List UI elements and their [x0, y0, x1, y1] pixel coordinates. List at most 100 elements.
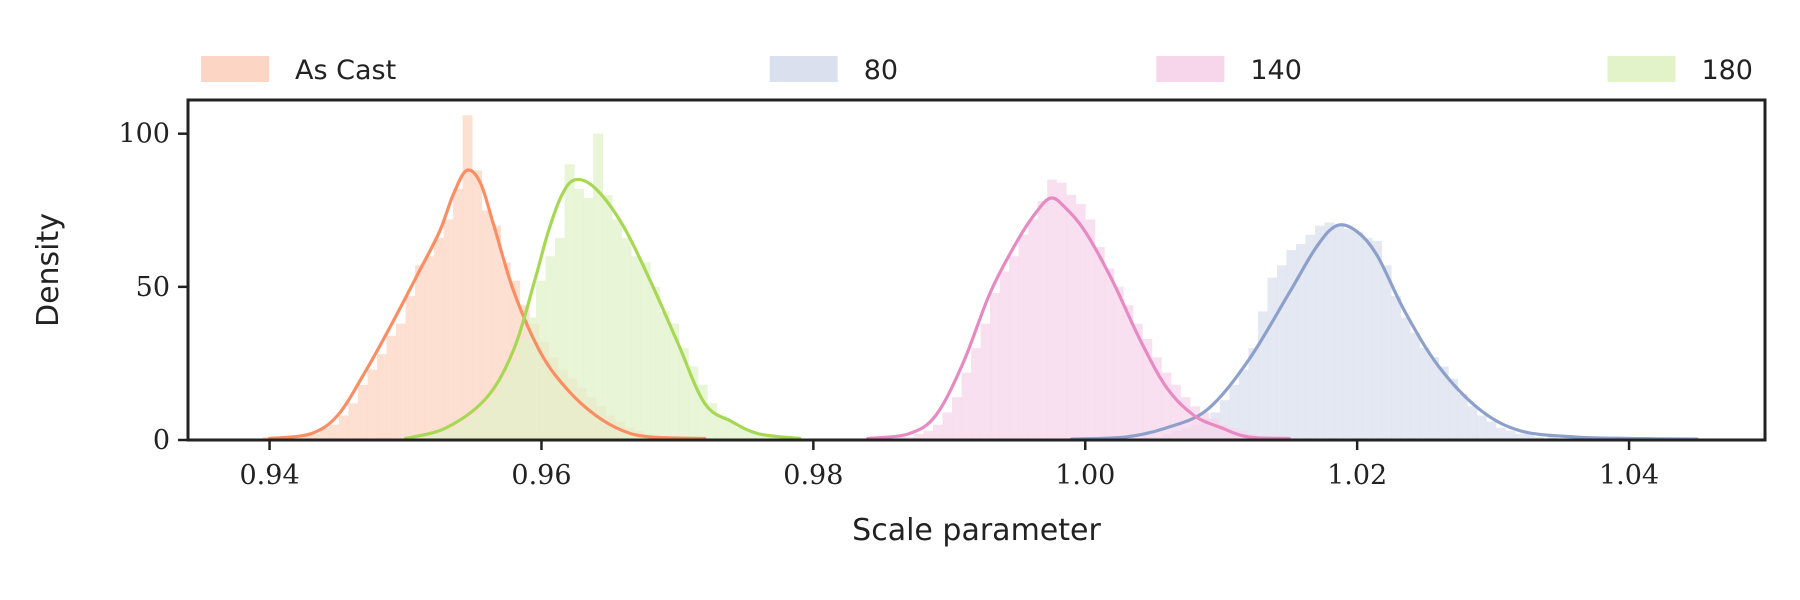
hist-bar	[933, 424, 943, 440]
hist-bar	[536, 280, 546, 440]
hist-bar	[459, 421, 470, 440]
hist-bar	[497, 378, 508, 440]
hist-bar	[412, 436, 423, 440]
hist-bar	[990, 292, 1001, 440]
hist-bar	[367, 369, 378, 440]
legend-label: 140	[1250, 55, 1302, 86]
hist-bar	[1315, 225, 1325, 440]
hist-bar	[469, 415, 480, 440]
hist-bar	[1476, 415, 1487, 440]
legend-item: 140	[1156, 55, 1302, 86]
hist-bar	[1248, 348, 1259, 440]
hist-bar	[405, 296, 416, 440]
hist-bar	[431, 433, 442, 440]
legend-swatch	[1607, 56, 1676, 82]
x-tick-label: 1.00	[1055, 460, 1115, 491]
hist-bar	[424, 256, 435, 440]
legend-item: 180	[1607, 55, 1753, 86]
hist-bar	[1208, 418, 1219, 440]
kde-line-2	[866, 196, 1291, 441]
x-tick-label: 0.98	[783, 460, 843, 491]
hist-bar	[913, 433, 924, 440]
hist-bar	[450, 427, 461, 440]
hist-bar	[1524, 433, 1535, 440]
hist-bar	[1547, 436, 1558, 440]
hist-bar	[1151, 357, 1162, 440]
hist-bar	[1457, 394, 1468, 440]
hist-bar	[376, 354, 387, 440]
hist-bar	[1180, 397, 1191, 440]
hist-bar	[1113, 286, 1124, 440]
legend-item: As Cast	[201, 55, 396, 86]
hist-bar	[1238, 369, 1249, 440]
legend-swatch	[769, 56, 838, 82]
hist-bar	[1123, 305, 1134, 440]
hist-bar	[1419, 348, 1430, 440]
hist-bar	[640, 262, 651, 440]
hist-bar	[291, 436, 302, 440]
hist-bar	[764, 436, 775, 440]
hist-bar	[621, 237, 632, 440]
hist-bar	[1505, 430, 1516, 440]
hist-bar	[1400, 317, 1411, 440]
histogram-layer	[262, 115, 1694, 440]
y-axis-title: Density	[31, 213, 66, 327]
hist-bar	[904, 436, 915, 440]
hist-bar	[1028, 219, 1039, 440]
x-axis-title: Scale parameter	[852, 513, 1101, 548]
y-tick-label: 50	[136, 272, 170, 303]
hist-bar	[612, 219, 623, 440]
hist-bar	[1075, 204, 1086, 440]
hist-bar	[1391, 296, 1402, 440]
hist-bar	[1267, 277, 1278, 440]
hist-bar	[942, 412, 953, 440]
hist-bar	[707, 403, 718, 440]
hist-bar	[1218, 424, 1229, 440]
hist-bar	[526, 317, 537, 440]
y-tick-label: 0	[153, 425, 170, 456]
hist-bar	[1170, 384, 1181, 440]
hist-bar	[1295, 243, 1306, 440]
hist-bar	[602, 194, 613, 440]
hist-bar	[310, 433, 321, 440]
hist-bar	[1085, 219, 1096, 440]
histogram-1	[1143, 222, 1694, 440]
hist-bar	[1104, 268, 1115, 440]
hist-bar	[1199, 412, 1210, 440]
hist-bar	[478, 406, 489, 440]
hist-bar	[1467, 406, 1478, 440]
hist-bar	[650, 286, 661, 440]
hist-bar	[1305, 234, 1316, 440]
hist-bar	[1334, 225, 1344, 440]
hist-bar	[1286, 250, 1297, 440]
hist-bar	[462, 115, 473, 440]
hist-bar	[300, 433, 311, 440]
hist-bar	[1161, 372, 1172, 440]
hist-bar	[593, 133, 604, 440]
hist-bar	[319, 427, 330, 440]
hist-bar	[453, 188, 464, 440]
hist-bar	[545, 256, 556, 440]
hist-bar	[894, 436, 905, 440]
hist-bar	[516, 338, 527, 440]
hist-bar	[1486, 421, 1497, 440]
hist-bar	[443, 219, 454, 440]
x-tick-label: 0.94	[240, 460, 300, 491]
hist-bar	[357, 384, 368, 440]
hist-bar	[574, 188, 585, 440]
hist-bar	[1229, 384, 1240, 440]
kde-layer	[267, 168, 1699, 441]
hist-bar	[1429, 357, 1440, 440]
hist-bar	[396, 323, 406, 440]
hist-bar	[952, 397, 962, 440]
hist-bar	[440, 430, 451, 440]
hist-bar	[1353, 231, 1363, 440]
hist-bar	[773, 436, 784, 440]
hist-bar	[631, 256, 642, 440]
hist-bar	[338, 415, 349, 440]
legend: As Cast 80 140 180	[201, 55, 1753, 86]
y-tick-label: 100	[118, 119, 170, 150]
hist-bar	[1257, 311, 1268, 440]
hist-bar	[491, 225, 502, 440]
